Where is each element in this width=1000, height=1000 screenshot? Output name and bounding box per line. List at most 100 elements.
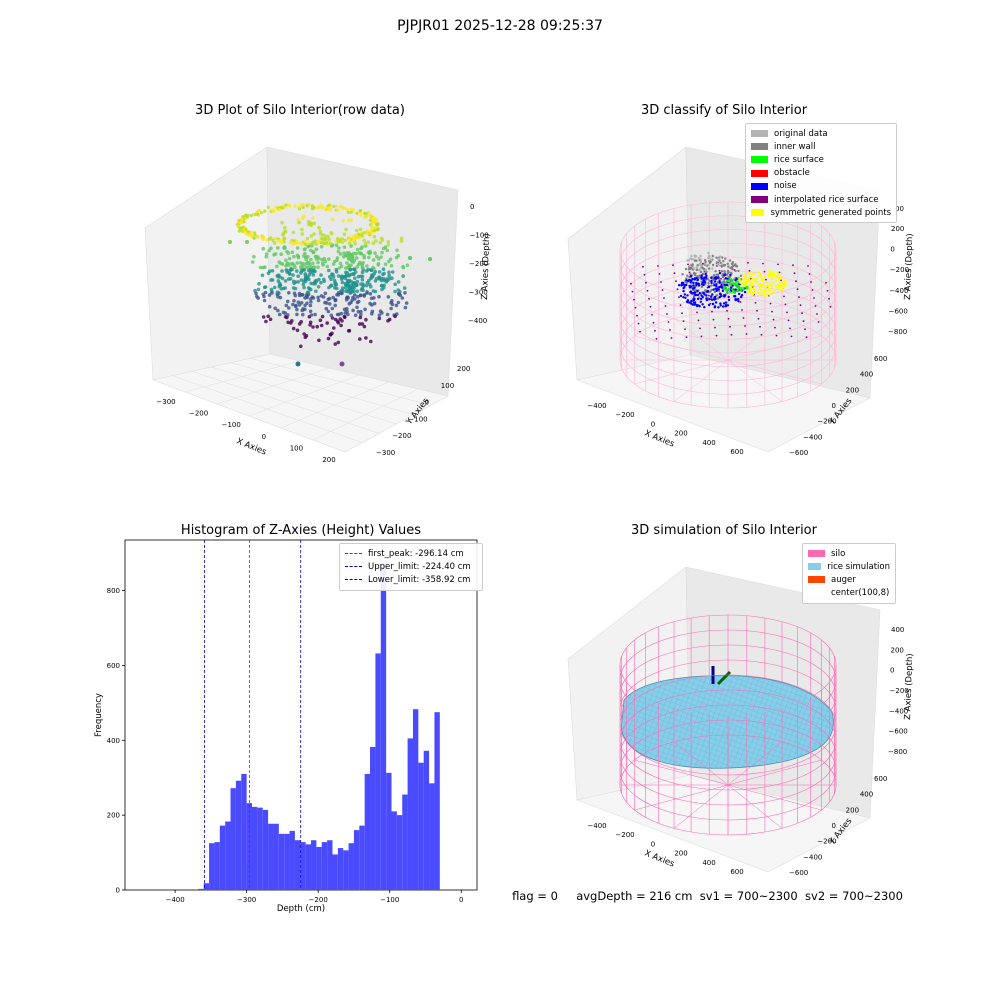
histogram-bar xyxy=(364,773,371,890)
histogram-bar xyxy=(321,842,328,890)
legend-label: original data xyxy=(774,128,828,139)
histogram-bar xyxy=(203,883,210,890)
histogram-bar xyxy=(284,833,290,890)
legend-swatch xyxy=(751,196,768,204)
legend-line xyxy=(345,579,362,581)
legend-item: first_peak: -296.14 cm xyxy=(345,547,477,560)
simulation-legend: silo rice simulation auger center(100,8) xyxy=(802,543,896,604)
histogram-bar xyxy=(418,762,424,890)
histogram-bar xyxy=(402,794,408,890)
histogram-bar xyxy=(257,807,263,890)
y-tick-label: 600 xyxy=(107,662,120,670)
legend-item: rice surface xyxy=(751,153,891,166)
legend-swatch xyxy=(751,143,768,151)
histogram-bar xyxy=(198,888,204,890)
histogram-bar xyxy=(391,811,397,890)
histogram-bar xyxy=(353,830,360,890)
histogram-bar xyxy=(343,850,349,890)
legend-item: Lower_limit: -358.92 cm xyxy=(345,573,477,586)
legend-label: interpolated rice surface xyxy=(774,194,879,205)
histogram-bar xyxy=(235,780,242,890)
legend-swatch xyxy=(808,550,825,558)
legend-swatch xyxy=(751,169,768,177)
histogram-bar xyxy=(225,821,231,890)
histogram-bar xyxy=(370,747,376,890)
legend-label: obstacle xyxy=(774,168,810,179)
histogram-bar xyxy=(380,562,387,890)
histogram-bar xyxy=(434,712,440,890)
legend-item: obstacle xyxy=(751,167,891,180)
histogram-bar xyxy=(412,709,419,890)
histogram-bars xyxy=(198,562,440,890)
legend-label: first_peak: -296.14 cm xyxy=(368,548,464,559)
legend-swatch xyxy=(751,182,768,190)
legend-label: noise xyxy=(774,181,797,192)
legend-item: Upper_limit: -224.40 cm xyxy=(345,560,477,573)
histogram-bar xyxy=(332,854,338,890)
legend-item: original data xyxy=(751,127,891,140)
legend-label: symmetric generated points xyxy=(770,207,891,218)
x-tick-label: −400 xyxy=(165,896,184,904)
legend-label: Lower_limit: -358.92 cm xyxy=(368,574,471,585)
histogram-x-ticks: −400 −300 −200 −100 0 xyxy=(165,890,463,904)
legend-item: inner wall xyxy=(751,140,891,153)
histogram-bar xyxy=(241,773,247,890)
legend-label: Upper_limit: -224.40 cm xyxy=(368,561,471,572)
legend-item: center(100,8) xyxy=(808,587,890,600)
x-tick-label: −100 xyxy=(380,896,399,904)
histogram-bar xyxy=(230,788,236,890)
histogram-bar xyxy=(294,840,301,890)
classify-legend: original data inner wall rice surface obsta… xyxy=(745,123,897,224)
y-tick-label: 0 xyxy=(116,887,120,895)
legend-item: rice simulation xyxy=(808,560,890,573)
legend-item: silo xyxy=(808,547,890,560)
legend-label: auger xyxy=(831,574,856,585)
histogram-bar xyxy=(251,806,258,890)
histogram-bar xyxy=(337,848,344,890)
legend-line xyxy=(345,566,362,568)
x-tick-label: 0 xyxy=(459,896,463,904)
histogram-bar xyxy=(278,833,285,890)
histogram-bar xyxy=(209,843,215,890)
status-flag: flag = 0 xyxy=(512,889,558,903)
histogram-bar xyxy=(305,844,312,890)
x-tick-label: −300 xyxy=(237,896,256,904)
histogram-bar xyxy=(273,823,279,890)
histogram-reference-lines xyxy=(204,540,302,890)
histogram-bar xyxy=(214,842,220,890)
figure-suptitle: PJPJR01 2025-12-28 09:25:37 xyxy=(397,18,603,34)
legend-line xyxy=(345,553,362,555)
histogram-y-label: Frequency xyxy=(94,693,104,737)
legend-item: interpolated rice surface xyxy=(751,193,891,206)
histogram-bar xyxy=(219,825,226,890)
histogram-bar xyxy=(396,815,403,890)
histogram-title: Histogram of Z-Axies (Height) Values xyxy=(180,523,422,538)
histogram-bar xyxy=(316,846,322,890)
x-tick-label: −200 xyxy=(309,896,328,904)
histogram-bar xyxy=(429,783,435,890)
legend-swatch xyxy=(808,576,825,584)
y-tick-label: 800 xyxy=(107,587,120,595)
legend-label: inner wall xyxy=(774,141,816,152)
y-tick-label: 400 xyxy=(107,737,120,745)
legend-swatch xyxy=(808,590,825,597)
histogram-bar xyxy=(268,823,274,890)
status-sv1: sv1 = 700~2300 xyxy=(699,889,798,903)
histogram-bar xyxy=(348,843,354,890)
simulation-plot-title: 3D simulation of Silo Interior xyxy=(631,523,817,538)
histogram-legend: first_peak: -296.14 cm Upper_limit: -224.… xyxy=(339,543,483,591)
legend-label: rice simulation xyxy=(827,561,890,572)
histogram-bar xyxy=(311,840,317,890)
legend-label: rice surface xyxy=(774,154,824,165)
legend-item: noise xyxy=(751,180,891,193)
legend-item: auger xyxy=(808,573,890,586)
histogram-y-ticks: 0 200 400 600 800 xyxy=(107,587,125,895)
histogram-bar xyxy=(289,830,295,890)
histogram-bar xyxy=(375,653,381,890)
histogram-bar xyxy=(386,772,392,890)
histogram-x-label: Depth (cm) xyxy=(277,904,325,914)
legend-label: center(100,8) xyxy=(831,588,890,599)
status-avg-depth: avgDepth = 216 cm xyxy=(576,889,693,903)
histogram-bar xyxy=(407,738,413,890)
